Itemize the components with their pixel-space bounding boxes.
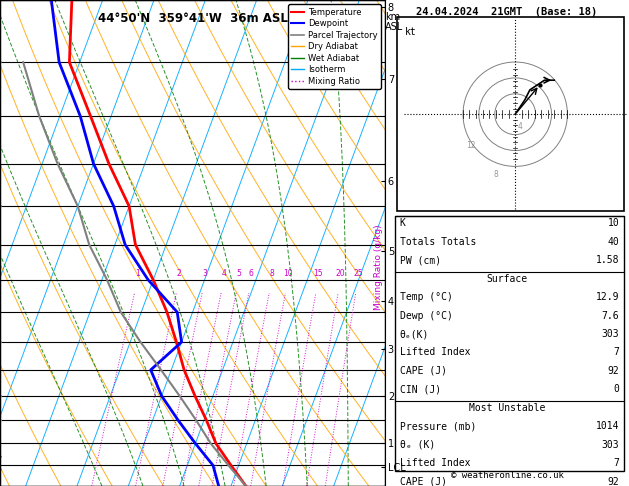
Text: 15: 15 — [313, 269, 323, 278]
Text: Dewp (°C): Dewp (°C) — [399, 311, 452, 321]
Text: ASL: ASL — [385, 22, 403, 32]
Text: 12.9: 12.9 — [596, 292, 619, 302]
Text: 303: 303 — [601, 440, 619, 450]
Text: 0: 0 — [613, 384, 619, 395]
Bar — [397, 17, 624, 211]
Text: K: K — [399, 218, 406, 228]
Text: 10: 10 — [608, 218, 619, 228]
Text: 8: 8 — [269, 269, 274, 278]
Text: 5: 5 — [237, 269, 242, 278]
Text: 4: 4 — [518, 122, 523, 131]
Text: km: km — [385, 12, 400, 22]
Text: © weatheronline.co.uk: © weatheronline.co.uk — [450, 471, 564, 480]
Text: Most Unstable: Most Unstable — [469, 403, 545, 413]
Text: 1014: 1014 — [596, 421, 619, 432]
Text: θₑ (K): θₑ (K) — [399, 440, 435, 450]
Text: 6: 6 — [249, 269, 254, 278]
Bar — [395, 216, 624, 471]
Text: 24.04.2024  21GMT  (Base: 18): 24.04.2024 21GMT (Base: 18) — [416, 7, 598, 17]
Text: 1: 1 — [135, 269, 140, 278]
Text: 92: 92 — [608, 366, 619, 376]
Text: Totals Totals: Totals Totals — [399, 237, 476, 247]
Text: 25: 25 — [353, 269, 363, 278]
Text: 20: 20 — [335, 269, 345, 278]
Text: 92: 92 — [608, 477, 619, 486]
Text: Temp (°C): Temp (°C) — [399, 292, 452, 302]
Text: Lifted Index: Lifted Index — [399, 458, 470, 469]
Text: 7.6: 7.6 — [601, 311, 619, 321]
Text: 2: 2 — [177, 269, 182, 278]
Text: PW (cm): PW (cm) — [399, 255, 441, 265]
Text: 3: 3 — [203, 269, 208, 278]
Text: 44°50'N  359°41'W  36m ASL: 44°50'N 359°41'W 36m ASL — [97, 12, 287, 25]
Text: Surface: Surface — [486, 274, 528, 284]
Text: θₑ(K): θₑ(K) — [399, 329, 429, 339]
Text: CAPE (J): CAPE (J) — [399, 366, 447, 376]
Text: Pressure (mb): Pressure (mb) — [399, 421, 476, 432]
Text: 10: 10 — [283, 269, 292, 278]
Text: CIN (J): CIN (J) — [399, 384, 441, 395]
Text: Lifted Index: Lifted Index — [399, 347, 470, 358]
Text: CAPE (J): CAPE (J) — [399, 477, 447, 486]
Text: 303: 303 — [601, 329, 619, 339]
Text: 12: 12 — [467, 141, 476, 150]
Text: 7: 7 — [613, 458, 619, 469]
Text: Mixing Ratio (g/kg): Mixing Ratio (g/kg) — [374, 225, 383, 310]
Text: 4: 4 — [221, 269, 226, 278]
Text: 1.58: 1.58 — [596, 255, 619, 265]
Text: 8: 8 — [493, 171, 498, 179]
Text: kt: kt — [404, 27, 416, 37]
Text: 7: 7 — [613, 347, 619, 358]
Legend: Temperature, Dewpoint, Parcel Trajectory, Dry Adiabat, Wet Adiabat, Isotherm, Mi: Temperature, Dewpoint, Parcel Trajectory… — [288, 4, 381, 89]
Text: 40: 40 — [608, 237, 619, 247]
